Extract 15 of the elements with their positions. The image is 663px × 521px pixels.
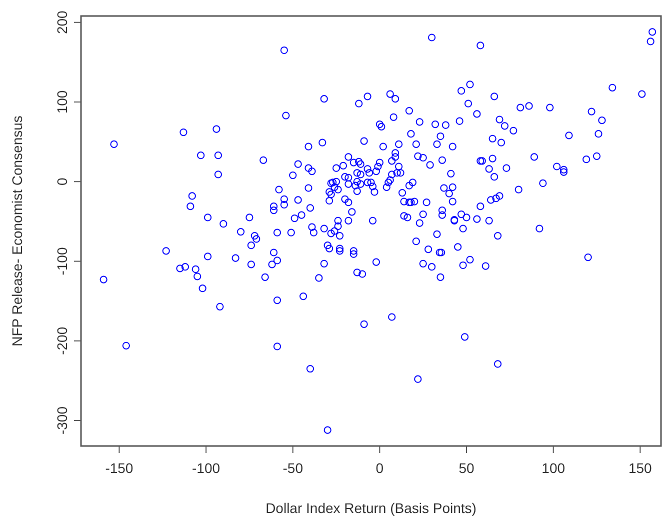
y-tick-label: -200 <box>54 326 70 355</box>
x-tick-label: -100 <box>192 460 220 476</box>
x-tick-label: 50 <box>458 460 475 476</box>
y-axis-title: NFP Release- Economist Consensus <box>9 116 25 346</box>
x-tick-label: -50 <box>282 460 304 476</box>
x-tick-label: 150 <box>628 460 652 476</box>
y-tick-label: 0 <box>54 178 70 186</box>
x-tick-label: -150 <box>105 460 134 476</box>
y-tick-label: 200 <box>54 10 70 34</box>
y-tick-label: -300 <box>54 406 70 435</box>
x-tick-label: 100 <box>542 460 566 476</box>
y-tick-label: -100 <box>54 247 70 276</box>
x-tick-label: 0 <box>376 460 384 476</box>
x-axis-title: Dollar Index Return (Basis Points) <box>266 500 476 516</box>
y-tick-label: 100 <box>54 90 70 114</box>
